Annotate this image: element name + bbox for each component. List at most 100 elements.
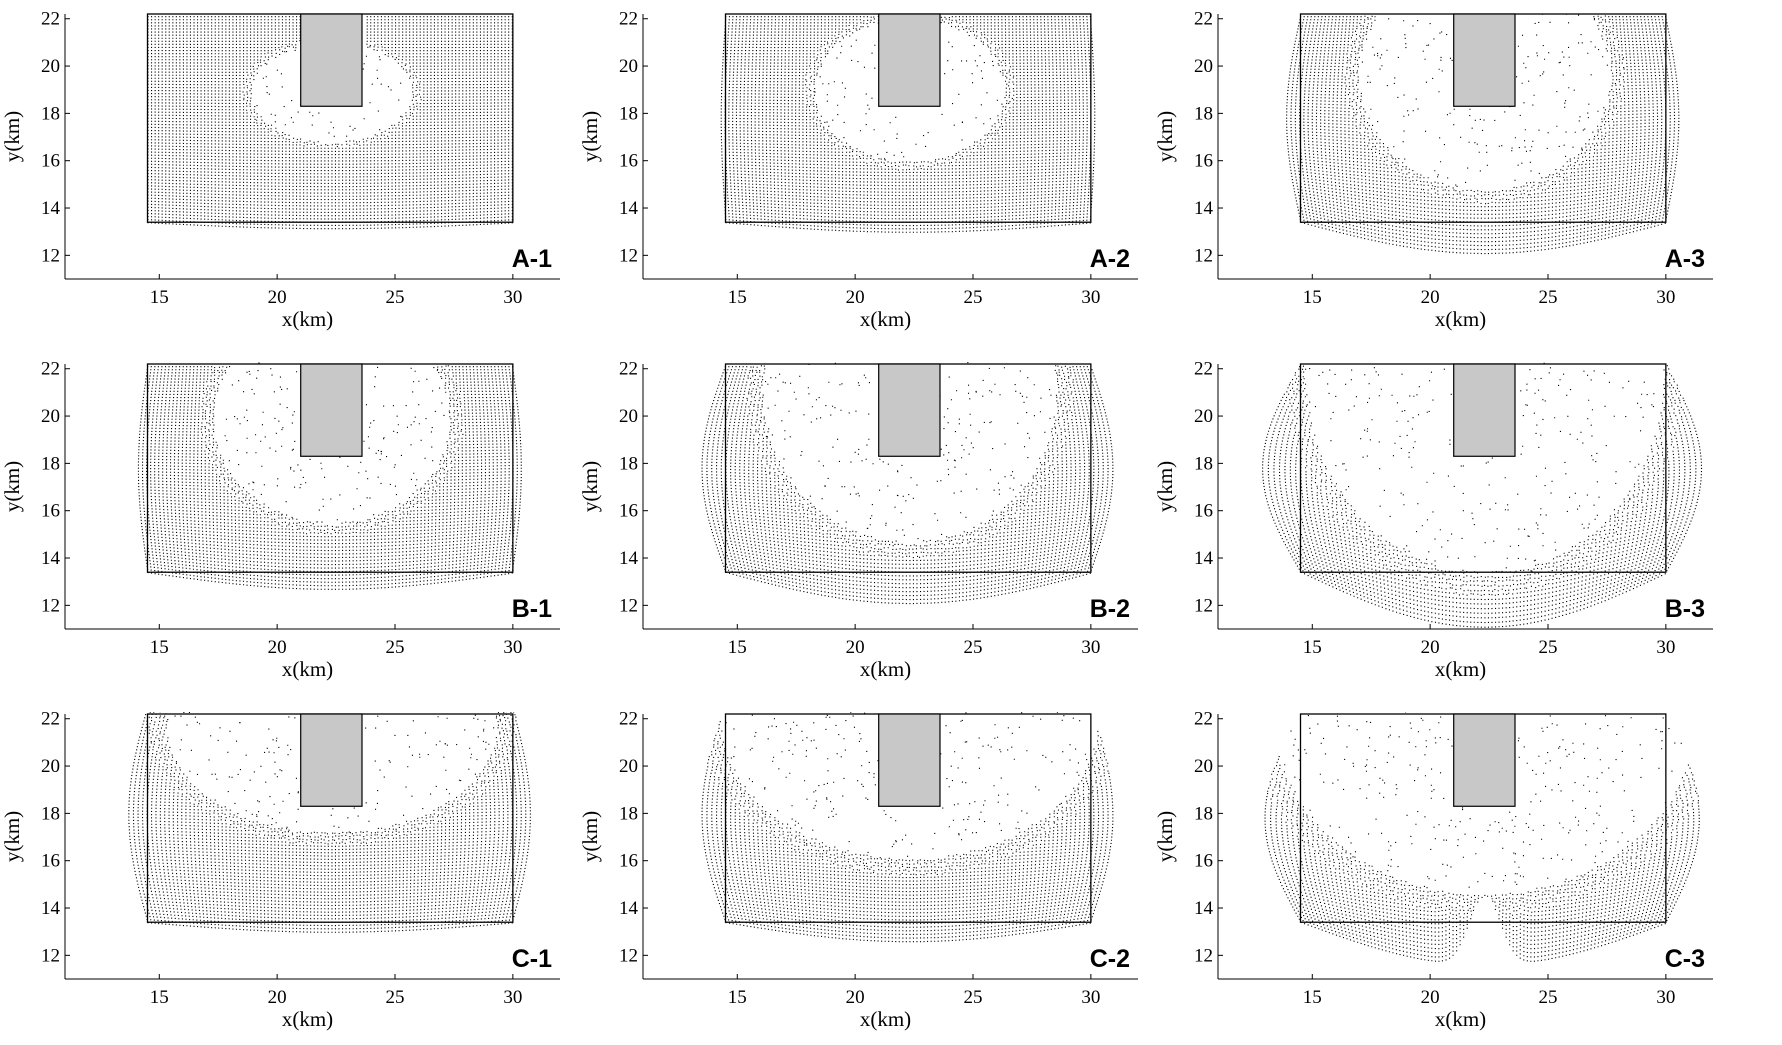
x-tick-label: 25 xyxy=(964,287,983,308)
y-tick-label: 14 xyxy=(619,898,639,919)
y-tick-label: 12 xyxy=(619,245,638,266)
y-tick-label: 22 xyxy=(41,709,60,730)
panels-container: 15 20 25 30 12 14 16 18 20 22 x(km) y(km) A-1 15 20 25 3… xyxy=(0,9,1713,1031)
y-axis-label: y(km) xyxy=(1153,461,1177,512)
x-tick-label: 15 xyxy=(150,287,169,308)
y-tick-label: 18 xyxy=(1194,103,1213,124)
x-tick-label: 30 xyxy=(503,637,522,658)
axes: 15 20 25 30 12 14 16 18 20 22 x(km) y(km) xyxy=(0,9,560,331)
x-axis-label: x(km) xyxy=(282,307,333,331)
y-tick-label: 20 xyxy=(41,756,60,777)
y-tick-label: 18 xyxy=(619,103,638,124)
panel-C-2: 15 20 25 30 12 14 16 18 20 22 x(km) y(km) C-2 xyxy=(578,709,1138,1031)
y-axis-label: y(km) xyxy=(0,111,24,162)
y-axis-label: y(km) xyxy=(1153,111,1177,162)
x-tick-label: 20 xyxy=(268,987,287,1008)
panel-C-1: 15 20 25 30 12 14 16 18 20 22 x(km) y(km) C-1 xyxy=(0,709,560,1031)
y-axis-label: y(km) xyxy=(578,111,602,162)
x-axis-label: x(km) xyxy=(1435,657,1486,681)
y-tick-label: 22 xyxy=(619,9,638,30)
intrusion-block xyxy=(300,363,363,457)
y-tick-label: 18 xyxy=(41,103,60,124)
x-tick-label: 30 xyxy=(1081,287,1100,308)
x-tick-label: 25 xyxy=(386,637,405,658)
x-tick-label: 15 xyxy=(150,987,169,1008)
x-tick-label: 25 xyxy=(964,987,983,1008)
y-axis-label: y(km) xyxy=(1153,811,1177,862)
y-tick-label: 14 xyxy=(1194,198,1214,219)
y-tick-label: 18 xyxy=(41,803,60,824)
y-tick-label: 14 xyxy=(41,198,61,219)
x-tick-label: 15 xyxy=(728,637,747,658)
y-tick-label: 20 xyxy=(619,756,638,777)
x-tick-label: 25 xyxy=(386,987,405,1008)
intrusion-block xyxy=(878,363,941,457)
y-tick-label: 12 xyxy=(41,245,60,266)
x-tick-label: 15 xyxy=(728,987,747,1008)
y-tick-label: 20 xyxy=(41,56,60,77)
intrusion-block xyxy=(1453,13,1516,107)
y-tick-label: 22 xyxy=(41,9,60,30)
intrusion-block xyxy=(878,13,941,107)
y-tick-label: 16 xyxy=(1194,151,1213,172)
y-tick-label: 22 xyxy=(41,359,60,380)
x-tick-label: 30 xyxy=(1656,287,1675,308)
x-tick-label: 20 xyxy=(846,987,865,1008)
y-tick-label: 16 xyxy=(619,151,638,172)
x-tick-label: 15 xyxy=(1303,287,1322,308)
x-tick-label: 25 xyxy=(1539,987,1558,1008)
panel-B-1: 15 20 25 30 12 14 16 18 20 22 x(km) y(km) B-1 xyxy=(0,359,560,681)
x-tick-label: 20 xyxy=(846,287,865,308)
y-axis-label: y(km) xyxy=(0,461,24,512)
y-tick-label: 12 xyxy=(41,945,60,966)
x-axis-label: x(km) xyxy=(860,657,911,681)
x-tick-label: 20 xyxy=(846,637,865,658)
x-tick-label: 15 xyxy=(1303,637,1322,658)
y-tick-label: 12 xyxy=(619,945,638,966)
intrusion-block xyxy=(300,13,363,107)
axes: 15 20 25 30 12 14 16 18 20 22 x(km) y(km) xyxy=(1153,359,1713,681)
y-tick-label: 20 xyxy=(1194,406,1213,427)
y-tick-label: 12 xyxy=(41,595,60,616)
y-tick-label: 18 xyxy=(41,453,60,474)
axes: 15 20 25 30 12 14 16 18 20 22 x(km) y(km) xyxy=(578,9,1138,331)
y-tick-label: 22 xyxy=(1194,359,1213,380)
intrusion-block xyxy=(300,713,363,807)
panel-B-3: 15 20 25 30 12 14 16 18 20 22 x(km) y(km) B-3 xyxy=(1153,359,1713,681)
y-tick-label: 16 xyxy=(41,151,60,172)
panel-label: A-1 xyxy=(512,245,552,273)
panel-label: C-3 xyxy=(1665,945,1705,973)
y-tick-label: 22 xyxy=(619,359,638,380)
axes: 15 20 25 30 12 14 16 18 20 22 x(km) y(km) xyxy=(578,709,1138,1031)
panel-label: A-2 xyxy=(1090,245,1130,273)
y-tick-label: 16 xyxy=(1194,851,1213,872)
x-tick-label: 25 xyxy=(1539,287,1558,308)
y-tick-label: 16 xyxy=(41,501,60,522)
y-tick-label: 20 xyxy=(619,56,638,77)
x-tick-label: 30 xyxy=(1081,987,1100,1008)
y-tick-label: 18 xyxy=(1194,803,1213,824)
axes: 15 20 25 30 12 14 16 18 20 22 x(km) y(km) xyxy=(578,359,1138,681)
x-tick-label: 30 xyxy=(1656,637,1675,658)
x-axis-label: x(km) xyxy=(1435,1007,1486,1031)
y-tick-label: 20 xyxy=(1194,56,1213,77)
intrusion-block xyxy=(1453,713,1516,807)
y-tick-label: 18 xyxy=(1194,453,1213,474)
panel-label: C-2 xyxy=(1090,945,1130,973)
x-axis-label: x(km) xyxy=(282,1007,333,1031)
x-axis-label: x(km) xyxy=(1435,307,1486,331)
panel-A-1: 15 20 25 30 12 14 16 18 20 22 x(km) y(km) A-1 xyxy=(0,9,560,331)
x-axis-label: x(km) xyxy=(282,657,333,681)
x-tick-label: 20 xyxy=(1421,637,1440,658)
x-tick-label: 20 xyxy=(268,637,287,658)
y-tick-label: 12 xyxy=(1194,245,1213,266)
y-tick-label: 20 xyxy=(1194,756,1213,777)
axes: 15 20 25 30 12 14 16 18 20 22 x(km) y(km) xyxy=(0,709,560,1031)
panel-A-3: 15 20 25 30 12 14 16 18 20 22 x(km) y(km) A-3 xyxy=(1153,9,1713,331)
axes: 15 20 25 30 12 14 16 18 20 22 x(km) y(km) xyxy=(0,359,560,681)
panel-label: A-3 xyxy=(1665,245,1705,273)
y-tick-label: 18 xyxy=(619,453,638,474)
panel-label: B-2 xyxy=(1090,595,1130,623)
x-tick-label: 30 xyxy=(503,287,522,308)
y-tick-label: 16 xyxy=(619,851,638,872)
